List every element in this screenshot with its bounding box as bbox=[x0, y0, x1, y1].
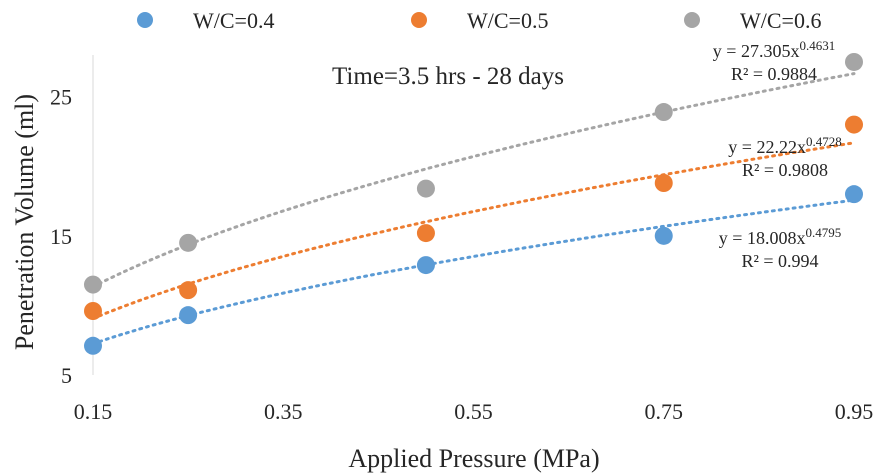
data-point-w-c-0-6 bbox=[179, 233, 198, 252]
x-axis-label: Applied Pressure (MPa) bbox=[348, 444, 599, 473]
legend-marker bbox=[411, 12, 427, 28]
data-point-w-c-0-5 bbox=[654, 174, 673, 192]
data-point-w-c-0-6 bbox=[416, 179, 435, 198]
trendline-w-c-0-6 bbox=[91, 72, 856, 289]
x-tick-label: 0.95 bbox=[835, 399, 874, 424]
x-tick-label: 0.55 bbox=[454, 399, 493, 424]
x-tick-label: 0.75 bbox=[645, 399, 684, 424]
legend-label: W/C=0.5 bbox=[467, 8, 548, 33]
data-point-w-c-0-4 bbox=[84, 336, 102, 355]
y-tick-label: 5 bbox=[61, 363, 72, 388]
equation-base: y = 27.305x bbox=[713, 41, 800, 61]
equation-base: y = 22.22x bbox=[728, 137, 806, 157]
legend-label: W/C=0.4 bbox=[193, 8, 274, 33]
y-tick-label: 15 bbox=[50, 224, 72, 249]
equation-exponent: 0.4795 bbox=[805, 225, 841, 240]
data-point-w-c-0-4 bbox=[845, 185, 863, 204]
data-point-w-c-0-5 bbox=[416, 224, 435, 243]
legend: W/C=0.4 W/C=0.5 W/C=0.6 bbox=[137, 8, 821, 33]
data-point-w-c-0-5 bbox=[179, 281, 198, 300]
data-point-w-c-0-4 bbox=[179, 306, 198, 325]
trendline-equation: y = 27.305x0.4631 bbox=[713, 38, 835, 61]
data-point-w-c-0-4 bbox=[416, 256, 435, 275]
trendlines bbox=[91, 72, 856, 346]
legend-label: W/C=0.6 bbox=[740, 8, 821, 33]
y-tick-label: 25 bbox=[50, 85, 72, 110]
x-tick-label: 0.15 bbox=[74, 399, 113, 424]
equation-exponent: 0.4728 bbox=[806, 134, 842, 149]
data-point-w-c-0-6 bbox=[845, 52, 863, 71]
trendline-w-c-0-5 bbox=[91, 141, 856, 320]
x-tick-label: 0.35 bbox=[264, 399, 303, 424]
legend-marker bbox=[684, 12, 700, 28]
data-point-w-c-0-5 bbox=[845, 115, 863, 134]
trendline-w-c-0-4 bbox=[91, 198, 856, 346]
equation-exponent: 0.4631 bbox=[799, 38, 835, 53]
r-squared-label: R² = 0.9884 bbox=[731, 64, 817, 84]
data-point-w-c-0-4 bbox=[654, 226, 673, 245]
legend-marker bbox=[137, 12, 153, 28]
r-squared-label: R² = 0.9808 bbox=[742, 160, 828, 180]
trendline-equation: y = 18.008x0.4795 bbox=[719, 225, 841, 248]
chart-annotation: Time=3.5 hrs - 28 days bbox=[332, 63, 564, 90]
legend-item-w-c-0-4: W/C=0.4 bbox=[137, 8, 274, 33]
legend-item-w-c-0-6: W/C=0.6 bbox=[684, 8, 821, 33]
data-point-w-c-0-6 bbox=[654, 103, 673, 122]
r-squared-label: R² = 0.994 bbox=[741, 251, 818, 271]
data-point-w-c-0-6 bbox=[84, 275, 102, 294]
equation-base: y = 18.008x bbox=[719, 228, 806, 248]
y-axis-label: Penetration Volume (ml) bbox=[10, 94, 39, 350]
axes: 0.15 0.35 0.55 0.75 0.95 5 15 25 bbox=[50, 55, 873, 424]
data-point-w-c-0-5 bbox=[84, 302, 102, 320]
trendline-equation: y = 22.22x0.4728 bbox=[728, 134, 841, 157]
data-points bbox=[84, 52, 863, 355]
legend-item-w-c-0-5: W/C=0.5 bbox=[411, 8, 548, 33]
